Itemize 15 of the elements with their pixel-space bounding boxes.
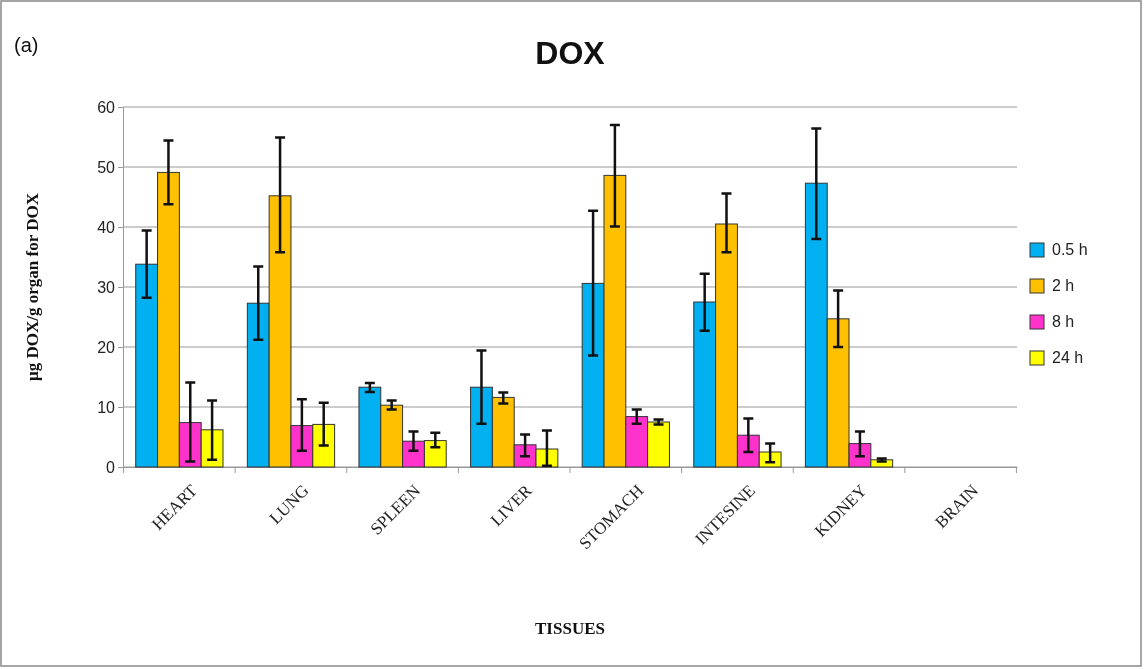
chart-title: DOX: [535, 35, 606, 71]
y-tick-label: 20: [97, 338, 116, 356]
y-tick-label: 0: [106, 458, 116, 476]
legend-label: 2 h: [1052, 277, 1075, 294]
y-tick-label: 60: [97, 98, 116, 116]
y-axis-title: µg DOX/g organ for DOX: [23, 192, 42, 381]
y-tick-label: 50: [97, 158, 116, 176]
x-axis-title: TISSUES: [535, 619, 605, 638]
legend-label: 24 h: [1052, 349, 1084, 366]
legend-label: 8 h: [1052, 313, 1075, 330]
y-tick-label: 10: [97, 398, 116, 416]
y-tick-label: 40: [97, 218, 116, 236]
legend-label: 0.5 h: [1052, 241, 1088, 258]
text: (a): [14, 34, 39, 56]
y-tick-label: 30: [97, 278, 116, 296]
